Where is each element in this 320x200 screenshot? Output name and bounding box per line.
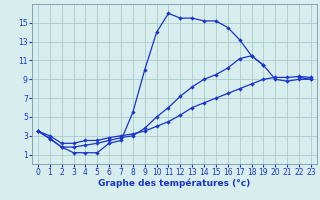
X-axis label: Graphe des températures (°c): Graphe des températures (°c) <box>98 179 251 188</box>
